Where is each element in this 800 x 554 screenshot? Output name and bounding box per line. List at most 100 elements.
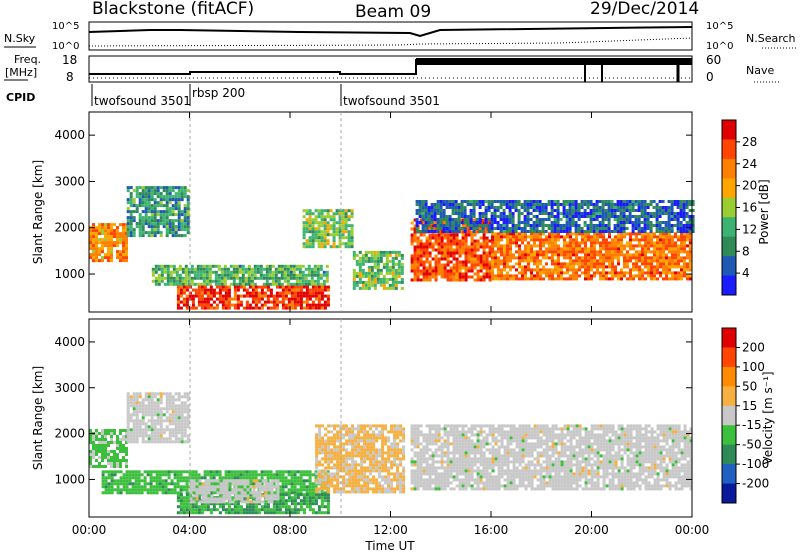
heatmap-cell <box>194 291 198 295</box>
heatmap-cell <box>376 271 380 275</box>
heatmap-cell <box>191 294 195 298</box>
heatmap-cell <box>186 207 190 211</box>
heatmap-cell <box>614 238 617 242</box>
heatmap-cell <box>209 511 213 515</box>
heatmap-cell <box>308 221 312 225</box>
heatmap-cell <box>443 263 447 267</box>
heatmap-cell <box>144 434 148 438</box>
heatmap-cell <box>451 206 455 209</box>
heatmap-cell <box>251 482 255 486</box>
heatmap-cell <box>184 276 188 280</box>
heatmap-cell <box>617 247 620 251</box>
heatmap-cell <box>168 413 172 417</box>
heatmap-cell <box>382 262 386 266</box>
heatmap-cell <box>385 250 389 254</box>
heatmap-cell <box>518 271 521 275</box>
heatmap-cell <box>577 206 581 209</box>
heatmap-cell <box>287 285 291 289</box>
heatmap-cell <box>490 224 494 227</box>
heatmap-cell <box>413 257 417 261</box>
heatmap-cell <box>655 224 659 227</box>
heatmap-cell <box>596 268 599 272</box>
heatmap-cell <box>520 212 524 215</box>
heatmap-cell <box>89 244 92 248</box>
heatmap-cell <box>476 275 480 279</box>
heatmap-cell <box>613 224 617 227</box>
heatmap-cell <box>220 270 224 274</box>
heatmap-cell <box>683 247 686 251</box>
heatmap-cell <box>256 270 260 274</box>
heatmap-cell <box>622 224 626 227</box>
heatmap-cell <box>161 491 165 495</box>
heatmap-cell <box>530 259 533 263</box>
heatmap-cell <box>150 213 154 217</box>
heatmap-cell <box>563 256 566 260</box>
heatmap-cell <box>214 282 218 286</box>
heatmap-cell <box>655 230 659 233</box>
heatmap-cell <box>323 496 327 500</box>
heatmap-cell <box>299 493 303 497</box>
heatmap-cell <box>656 262 659 266</box>
heatmap-cell <box>113 479 117 483</box>
heatmap-cell <box>569 268 572 272</box>
heatmap-cell <box>425 269 429 273</box>
heatmap-cell <box>156 413 160 417</box>
heatmap-cell <box>593 259 596 263</box>
heatmap-cell <box>394 271 398 275</box>
heatmap-cell <box>620 238 623 242</box>
heatmap-cell <box>113 223 116 227</box>
heatmap-cell <box>457 218 461 221</box>
heatmap-cell <box>545 238 548 242</box>
heatmap-cell <box>592 230 596 233</box>
heatmap-cell <box>497 241 500 245</box>
heatmap-cell <box>485 227 489 231</box>
heatmap-cell <box>470 260 474 264</box>
heatmap-cell <box>509 250 512 254</box>
heatmap-cell <box>326 303 330 307</box>
heatmap-cell <box>230 502 234 506</box>
heatmap-cell <box>232 279 236 283</box>
heatmap-cell <box>547 227 551 230</box>
heatmap-cell <box>658 230 662 233</box>
heatmap-cell <box>488 248 492 252</box>
heatmap-cell <box>107 226 110 230</box>
heatmap-cell <box>458 248 462 252</box>
heatmap-cell <box>532 221 536 224</box>
heatmap-cell <box>150 198 154 202</box>
heatmap-cell <box>482 236 486 240</box>
heatmap-cell <box>647 256 650 260</box>
heatmap-cell <box>370 268 374 272</box>
heatmap-cell <box>186 219 190 223</box>
heatmap-cell <box>183 440 187 444</box>
heatmap-cell <box>323 294 327 298</box>
heatmap-cell <box>325 279 329 283</box>
heatmap-cell <box>158 488 162 492</box>
heatmap-cell <box>290 499 294 503</box>
heatmap-cell <box>554 250 557 254</box>
heatmap-cell <box>430 212 434 215</box>
heatmap-cell <box>608 235 611 239</box>
heatmap-cell <box>347 224 351 228</box>
heatmap-cell <box>413 236 417 240</box>
heatmap-cell <box>194 499 198 503</box>
cpid-segment-2: twofsound 3501 <box>343 94 440 108</box>
heatmap-cell <box>419 257 423 261</box>
heatmap-cell <box>230 508 234 512</box>
heatmap-cell <box>676 200 680 203</box>
heatmap-cell <box>159 419 163 423</box>
heatmap-cell <box>126 437 130 441</box>
heatmap-cell <box>208 276 212 280</box>
heatmap-cell <box>224 285 228 289</box>
heatmap-cell <box>446 260 450 264</box>
heatmap-cell <box>169 276 173 280</box>
heatmap-cell <box>153 413 157 417</box>
heatmap-cell <box>527 262 530 266</box>
heatmap-cell <box>529 224 533 227</box>
heatmap-cell <box>224 508 228 512</box>
heatmap-cell <box>577 209 581 212</box>
heatmap-cell <box>287 508 291 512</box>
heatmap-cell <box>568 203 572 206</box>
heatmap-cell <box>189 485 193 489</box>
heatmap-cell <box>173 488 177 492</box>
heatmap-cell <box>422 245 426 249</box>
